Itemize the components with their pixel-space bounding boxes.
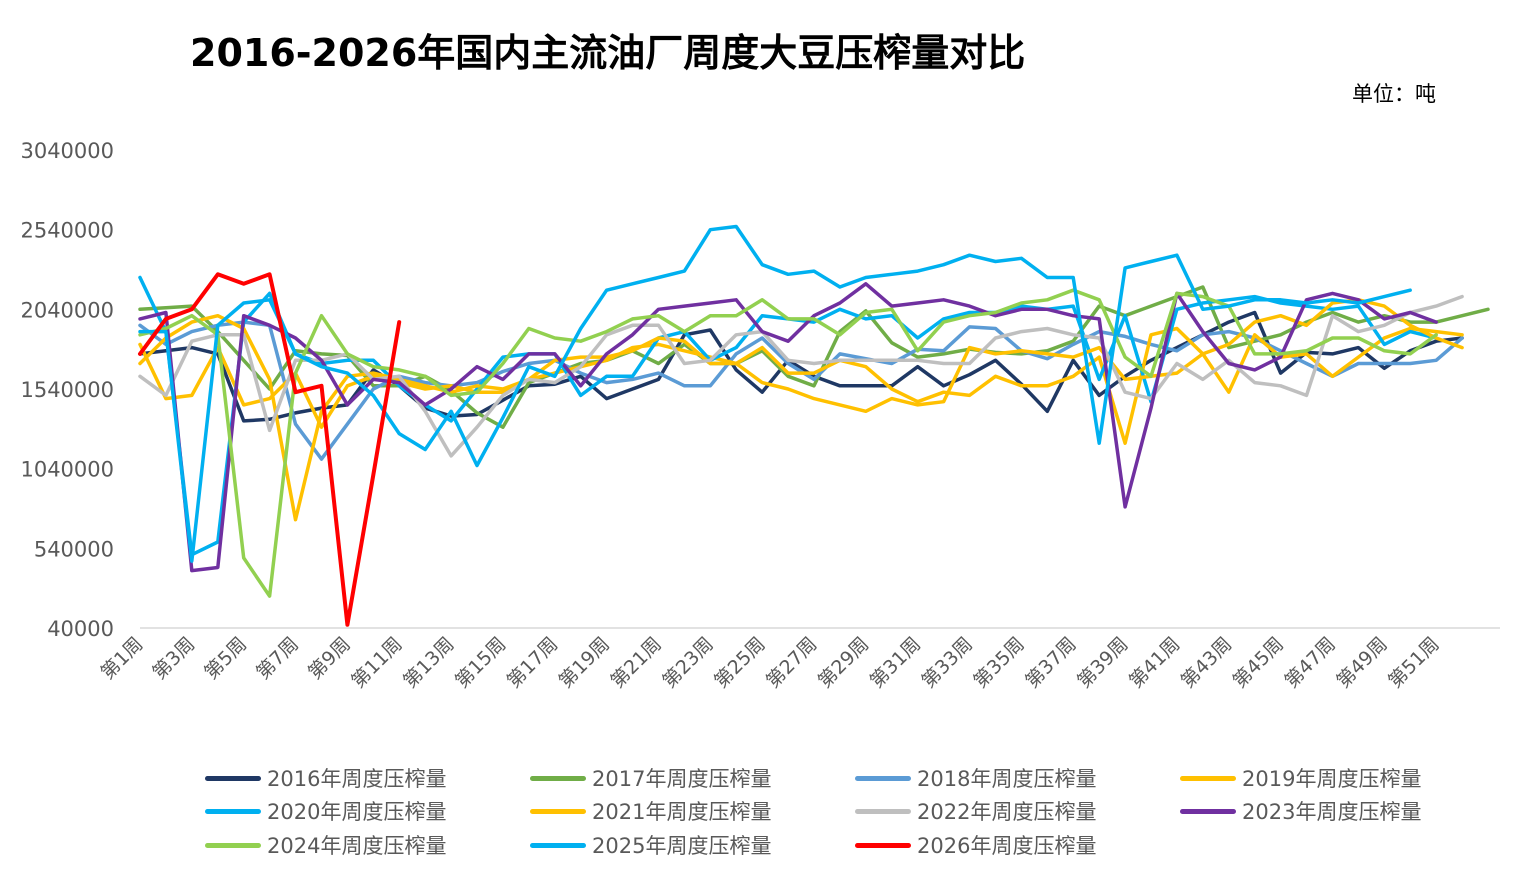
legend-label: 2019年周度压榨量 <box>1242 767 1422 791</box>
y-tick-label: 1040000 <box>20 458 114 482</box>
legend-label: 2016年周度压榨量 <box>267 767 447 791</box>
y-axis-ticks: 3040000 2540000 2040000 1540000 1040000 54000… <box>20 139 114 641</box>
x-tick-label: 第19周 <box>555 633 615 693</box>
series-line-3 <box>138 326 1464 445</box>
x-tick-label: 第21周 <box>606 633 666 693</box>
x-tick-label: 第27周 <box>762 633 822 693</box>
x-tick-label: 第33周 <box>918 633 978 693</box>
chart-title: 2016-2026年国内主流油厂周度大豆压榨量对比 <box>190 31 1026 75</box>
x-tick-label: 第43周 <box>1177 633 1237 693</box>
y-tick-label: 2540000 <box>20 219 114 243</box>
x-axis-ticks: 第1周 第3周 第5周 第7周 第9周第11周第13周第15周第17周第19周第21周第… <box>97 633 1444 693</box>
x-tick-label: 第5周 <box>200 633 251 684</box>
series-lines <box>138 224 1490 627</box>
x-tick-label: 第41周 <box>1125 633 1185 693</box>
x-tick-label: 第29周 <box>814 633 874 693</box>
legend-label: 2026年周度压榨量 <box>917 834 1097 858</box>
legend-item: 2024年周度压榨量 <box>205 830 446 860</box>
legend-swatch <box>530 842 586 848</box>
x-tick-label: 第23周 <box>658 633 718 693</box>
legend-item: 2020年周度压榨量 <box>205 796 446 826</box>
series-line-9 <box>138 224 1412 563</box>
legend-swatch <box>1180 808 1236 814</box>
legend-item: 2022年周度压榨量 <box>855 796 1096 826</box>
x-tick-label: 第39周 <box>1073 633 1133 693</box>
legend-swatch <box>530 808 586 814</box>
legend-label: 2023年周度压榨量 <box>1242 800 1422 824</box>
legend-label: 2024年周度压榨量 <box>267 834 447 858</box>
series-line-10 <box>138 272 402 627</box>
legend-item: 2023年周度压榨量 <box>1180 796 1421 826</box>
legend-item: 2018年周度压榨量 <box>855 763 1096 793</box>
series-line-8 <box>138 288 1438 598</box>
legend-label: 2025年周度压榨量 <box>592 834 772 858</box>
legend-swatch <box>1180 775 1236 781</box>
y-tick-label: 2040000 <box>20 298 114 322</box>
x-tick-label: 第15周 <box>451 633 511 693</box>
legend-label: 2020年周度压榨量 <box>267 800 447 824</box>
legend-item: 2016年周度压榨量 <box>205 763 446 793</box>
x-tick-label: 第51周 <box>1384 633 1444 693</box>
legend-label: 2017年周度压榨量 <box>592 767 772 791</box>
x-tick-label: 第49周 <box>1332 633 1392 693</box>
legend-item: 2017年周度压榨量 <box>530 763 771 793</box>
series-line-7 <box>138 282 1438 573</box>
x-tick-label: 第35周 <box>969 633 1029 693</box>
x-tick-label: 第3周 <box>148 633 199 684</box>
legend-swatch <box>855 808 911 814</box>
x-tick-label: 第37周 <box>1021 633 1081 693</box>
unit-label: 单位：吨 <box>1352 82 1436 106</box>
x-tick-label: 第25周 <box>710 633 770 693</box>
y-tick-label: 40000 <box>47 617 114 641</box>
x-tick-label: 第7周 <box>252 633 303 684</box>
legend-item: 2025年周度压榨量 <box>530 830 771 860</box>
x-tick-label: 第47周 <box>1280 633 1340 693</box>
legend-label: 2022年周度压榨量 <box>917 800 1097 824</box>
series-line-6 <box>138 294 1464 458</box>
x-tick-label: 第17周 <box>503 633 563 693</box>
legend-label: 2021年周度压榨量 <box>592 800 772 824</box>
legend-label: 2018年周度压榨量 <box>917 767 1097 791</box>
legend-item: 2019年周度压榨量 <box>1180 763 1421 793</box>
legend-swatch <box>205 775 261 781</box>
series-line-0 <box>138 310 1464 423</box>
legend-swatch <box>530 775 586 781</box>
y-tick-label: 3040000 <box>20 139 114 163</box>
y-tick-label: 1540000 <box>20 378 114 402</box>
legend-item: 2026年周度压榨量 <box>855 830 1096 860</box>
legend-item: 2021年周度压榨量 <box>530 796 771 826</box>
legend-swatch <box>205 808 261 814</box>
x-tick-label: 第11周 <box>347 633 407 693</box>
y-tick-label: 540000 <box>34 537 114 561</box>
x-tick-label: 第45周 <box>1229 633 1289 693</box>
x-tick-label: 第13周 <box>399 633 459 693</box>
legend-swatch <box>205 842 261 848</box>
legend-swatch <box>855 775 911 781</box>
legend-swatch <box>855 842 911 848</box>
x-tick-label: 第31周 <box>866 633 926 693</box>
